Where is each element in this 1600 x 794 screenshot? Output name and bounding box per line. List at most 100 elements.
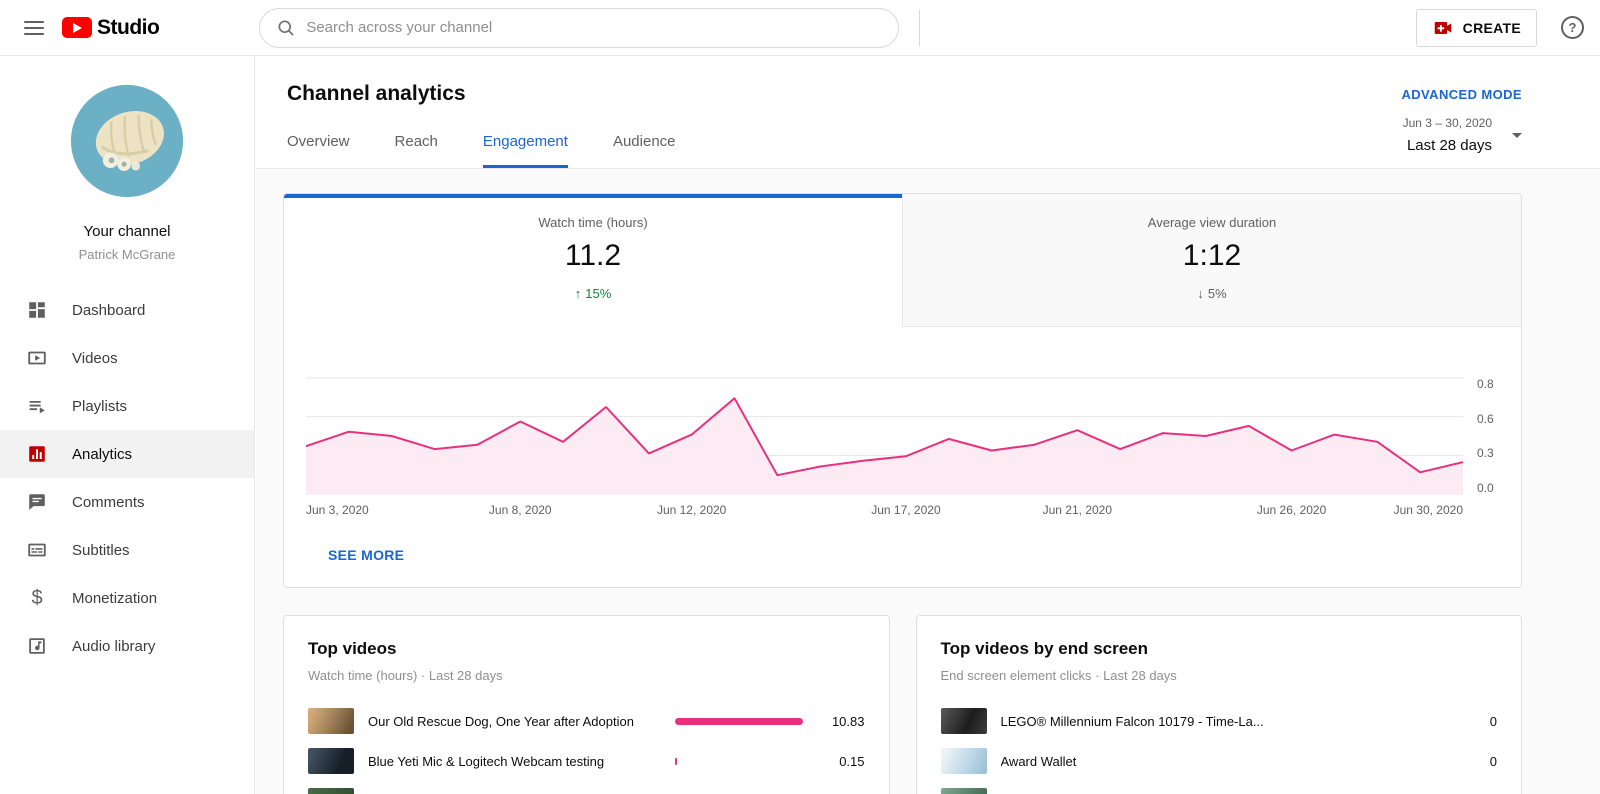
- sidebar-item-label: Monetization: [72, 589, 158, 607]
- main-content: Channel analytics ADVANCED MODE Overview…: [256, 56, 1600, 794]
- sidebar-item-label: Subtitles: [72, 541, 130, 559]
- sidebar-item-label: Analytics: [72, 445, 133, 463]
- search-input[interactable]: [306, 19, 895, 36]
- analytics-tabs: Overview Reach Engagement Audience: [287, 133, 1522, 168]
- channel-name: Patrick McGrane: [78, 247, 176, 262]
- date-range-text: Jun 3 – 30, 2020: [1402, 116, 1492, 130]
- channel-label: Your channel: [83, 223, 171, 240]
- video-title: LEGO® Millennium Falcon 10179 - Time-La.…: [1000, 713, 1264, 729]
- sidebar-item-audio-library[interactable]: Audio library: [0, 622, 254, 670]
- video-thumbnail: [308, 708, 354, 734]
- metric-label: Average view duration: [1147, 215, 1277, 230]
- arrow-up-icon: ↑: [574, 286, 582, 301]
- metric-delta: ↓ 5%: [1197, 286, 1227, 301]
- video-row[interactable]: Our Old Rescue Dog, One Year after Adopt…: [308, 708, 865, 734]
- youtube-play-icon: [62, 17, 92, 38]
- engagement-card: Watch time (hours) 11.2 ↑ 15% Average vie…: [283, 193, 1522, 588]
- video-row[interactable]: Blue Yeti Mic & Logitech Webcam testing …: [308, 748, 865, 774]
- sidebar-nav: Dashboard Videos Playlists Analytics Com…: [0, 286, 254, 670]
- tab-reach[interactable]: Reach: [394, 133, 438, 150]
- dollar-icon: $: [31, 587, 43, 609]
- top-videos-card: Top videos Watch time (hours) · Last 28 …: [283, 615, 890, 794]
- date-range-picker[interactable]: Jun 3 – 30, 2020 Last 28 days: [1403, 116, 1522, 154]
- video-value: 0.15: [839, 753, 865, 769]
- bar-track: [674, 757, 803, 765]
- tab-engagement[interactable]: Engagement: [482, 133, 568, 168]
- avatar-isopod-illustration: [70, 84, 184, 198]
- line-chart[interactable]: [306, 377, 1463, 495]
- sidebar-item-label: Dashboard: [72, 301, 146, 319]
- search-icon: [278, 20, 295, 36]
- metric-value: 11.2: [564, 239, 622, 272]
- page-title: Channel analytics: [287, 82, 466, 105]
- hamburger-menu-icon[interactable]: [24, 17, 44, 39]
- bar-track: [674, 717, 803, 725]
- video-value: 0: [1489, 753, 1497, 769]
- watch-time-bar: [674, 717, 803, 725]
- channel-avatar[interactable]: [69, 83, 185, 199]
- youtube-studio-logo[interactable]: Studio: [62, 15, 160, 40]
- topbar-divider: [919, 9, 921, 46]
- create-button[interactable]: CREATE: [1415, 8, 1537, 47]
- video-thumbnail: [308, 748, 354, 774]
- sidebar-item-label: Audio library: [72, 637, 156, 655]
- metric-value: 1:12: [1182, 239, 1242, 272]
- video-thumbnail: [940, 708, 987, 734]
- card-title: Top videos: [308, 639, 397, 658]
- topbar: Studio CREATE ?: [0, 0, 1600, 56]
- card-subtitle: End screen element clicks · Last 28 days: [940, 668, 1177, 683]
- y-axis-labels: 0.8 0.6 0.3 0.0: [1477, 377, 1494, 495]
- video-row[interactable]: [308, 788, 865, 794]
- dashboard-icon: [25, 298, 49, 322]
- video-thumbnail: [940, 788, 987, 794]
- sidebar-item-analytics[interactable]: Analytics: [0, 430, 254, 478]
- video-value: 0: [1489, 713, 1497, 729]
- sidebar-item-playlists[interactable]: Playlists: [0, 382, 254, 430]
- create-video-icon: [1434, 21, 1451, 34]
- sidebar: Your channel Patrick McGrane Dashboard V…: [0, 56, 255, 794]
- channel-block: Your channel Patrick McGrane: [0, 56, 254, 272]
- videos-icon: [25, 346, 49, 370]
- sidebar-item-label: Videos: [72, 349, 118, 367]
- audio-library-icon: [25, 634, 49, 658]
- sidebar-item-label: Comments: [72, 493, 145, 511]
- watch-time-bar: [674, 757, 678, 765]
- chevron-down-icon: [1512, 132, 1522, 138]
- comments-icon: [25, 490, 49, 514]
- sidebar-item-monetization[interactable]: $ Monetization: [0, 574, 254, 622]
- create-button-label: CREATE: [1462, 19, 1521, 36]
- see-more-link[interactable]: SEE MORE: [328, 547, 405, 563]
- video-title: Award Wallet: [1000, 753, 1077, 769]
- video-title: Blue Yeti Mic & Logitech Webcam testing: [368, 753, 605, 769]
- arrow-down-icon: ↓: [1197, 286, 1204, 301]
- top-end-screen-card: Top videos by end screen End screen elem…: [915, 615, 1522, 794]
- sidebar-item-label: Playlists: [72, 397, 128, 415]
- advanced-mode-link[interactable]: ADVANCED MODE: [1401, 86, 1522, 102]
- tab-overview[interactable]: Overview: [287, 133, 350, 150]
- metric-delta: ↑ 15%: [574, 286, 612, 301]
- studio-brand-text: Studio: [97, 15, 160, 39]
- video-row[interactable]: [940, 788, 1498, 794]
- watch-time-chart: Jun 3, 2020 Jun 8, 2020 Jun 12, 2020 Jun 17…: [284, 327, 1521, 587]
- x-axis-labels: Jun 3, 2020 Jun 8, 2020 Jun 12, 2020 Jun 17…: [306, 503, 1463, 517]
- sidebar-item-dashboard[interactable]: Dashboard: [0, 286, 254, 334]
- video-row[interactable]: Award Wallet 0: [940, 748, 1497, 774]
- metric-label: Watch time (hours): [538, 215, 648, 230]
- video-thumbnail: [940, 748, 987, 774]
- help-icon[interactable]: ?: [1561, 16, 1584, 39]
- sidebar-item-comments[interactable]: Comments: [0, 478, 254, 526]
- tab-audience[interactable]: Audience: [612, 133, 676, 150]
- card-subtitle: Watch time (hours) · Last 28 days: [308, 668, 503, 683]
- search-box[interactable]: [259, 7, 900, 48]
- sidebar-item-subtitles[interactable]: Subtitles: [0, 526, 254, 574]
- sidebar-item-videos[interactable]: Videos: [0, 334, 254, 382]
- video-row[interactable]: LEGO® Millennium Falcon 10179 - Time-La.…: [940, 708, 1497, 734]
- playlists-icon: [25, 394, 49, 418]
- video-title: Our Old Rescue Dog, One Year after Adopt…: [368, 713, 634, 729]
- analytics-icon: [25, 442, 49, 466]
- metric-tab-watch-time[interactable]: Watch time (hours) 11.2 ↑ 15%: [284, 194, 902, 327]
- video-value: 10.83: [831, 713, 865, 729]
- metric-tab-avg-view-duration[interactable]: Average view duration 1:12 ↓ 5%: [902, 194, 1521, 327]
- video-thumbnail: [308, 788, 354, 794]
- card-title: Top videos by end screen: [940, 639, 1149, 658]
